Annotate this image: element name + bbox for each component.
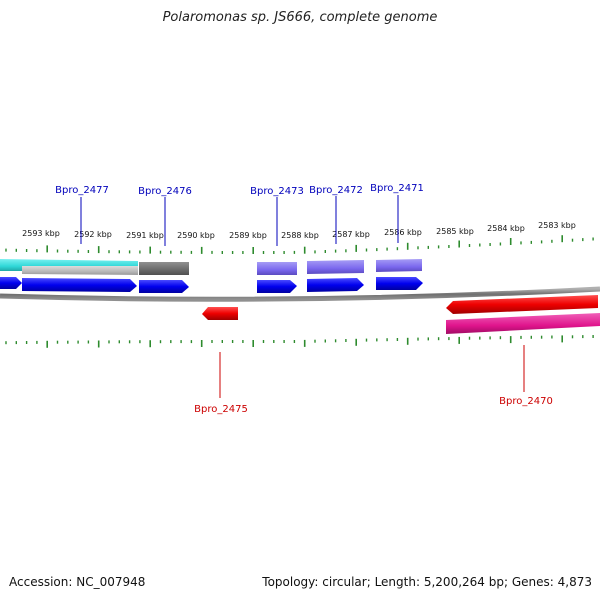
- map-title: Polaromonas sp. JS666, complete genome: [162, 10, 438, 25]
- gene-label-bpro-2470[interactable]: Bpro_2470: [499, 396, 553, 407]
- cds-arrow-bpro-2473[interactable]: [257, 280, 297, 293]
- feature-purple-block-1[interactable]: [257, 262, 297, 275]
- ruler-label-2584: 2584 kbp: [487, 224, 525, 233]
- ruler-label-2583: 2583 kbp: [538, 221, 576, 230]
- genes-value: 4,873: [557, 575, 592, 589]
- ruler-label-2592: 2592 kbp: [74, 230, 112, 239]
- feature-magenta-block[interactable]: [446, 313, 600, 334]
- ruler-label-2586: 2586 kbp: [384, 228, 422, 237]
- cds-arrow-bpro-2477[interactable]: [22, 278, 137, 292]
- ruler-label-2585: 2585 kbp: [436, 227, 474, 236]
- ruler-label-2591: 2591 kbp: [126, 231, 164, 240]
- ruler-label-2589: 2589 kbp: [229, 231, 267, 240]
- length-label: Length:: [374, 575, 421, 589]
- feature-lightgray-block[interactable]: [22, 266, 138, 275]
- cds-arrow-forward[interactable]: [0, 277, 22, 289]
- ruler-ticks-top: [5, 235, 594, 254]
- cds-arrow-bpro-2471[interactable]: [376, 277, 423, 290]
- length-value: 5,200,264 bp: [423, 575, 504, 589]
- genes-label: Genes:: [511, 575, 554, 589]
- gene-label-bpro-2472[interactable]: Bpro_2472: [309, 185, 363, 196]
- feature-gray-block[interactable]: [139, 262, 189, 275]
- feature-purple-block-3[interactable]: [376, 259, 422, 272]
- genome-stats: Topology: circular; Length: 5,200,264 bp…: [262, 575, 592, 589]
- gene-label-bpro-2471[interactable]: Bpro_2471: [370, 183, 424, 194]
- accession-label: Accession:: [9, 575, 73, 589]
- accession-info: Accession: NC_007948: [9, 575, 145, 589]
- gene-label-bpro-2476[interactable]: Bpro_2476: [138, 186, 192, 197]
- ruler-label-2587: 2587 kbp: [332, 230, 370, 239]
- gene-label-bpro-2475[interactable]: Bpro_2475: [194, 404, 248, 415]
- feature-purple-block-2[interactable]: [307, 260, 364, 274]
- topology-label: Topology:: [262, 575, 319, 589]
- forward-cds-row: [0, 277, 423, 293]
- genome-backbone: [0, 286, 600, 302]
- gene-label-bpro-2477[interactable]: Bpro_2477: [55, 185, 109, 196]
- feature-row-top: [0, 259, 422, 275]
- reverse-cds-row: [202, 295, 600, 334]
- topology-value: circular: [322, 575, 367, 589]
- ruler-ticks-bottom: [5, 335, 594, 348]
- cds-arrow-bpro-2470[interactable]: [446, 295, 598, 314]
- cds-arrow-bpro-2475[interactable]: [202, 307, 238, 320]
- gene-label-bpro-2473[interactable]: Bpro_2473: [250, 186, 304, 197]
- ruler-label-2588: 2588 kbp: [281, 231, 319, 240]
- ruler-label-2590: 2590 kbp: [177, 231, 215, 240]
- cds-arrow-bpro-2472[interactable]: [307, 278, 364, 292]
- ruler-label-2593: 2593 kbp: [22, 229, 60, 238]
- cds-arrow-bpro-2476[interactable]: [139, 280, 189, 293]
- accession-value: NC_007948: [76, 575, 146, 589]
